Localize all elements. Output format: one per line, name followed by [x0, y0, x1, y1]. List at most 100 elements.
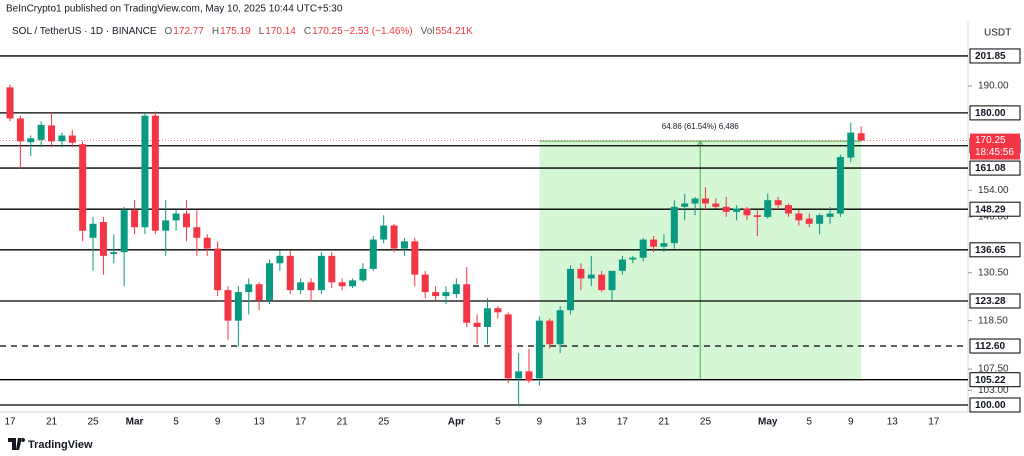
candle-body	[463, 284, 471, 323]
level-box	[969, 397, 1021, 413]
last-price-box	[970, 133, 1020, 160]
level-label: 136.65	[975, 245, 1006, 256]
x-tick-label: 9	[537, 417, 543, 428]
level-label: 148.29	[975, 204, 1006, 215]
legend-label: L	[259, 26, 265, 37]
candle-body	[317, 255, 325, 291]
level-box	[969, 293, 1021, 309]
candle-body	[286, 255, 294, 291]
candle-body	[151, 115, 159, 231]
x-tick-label: Apr	[448, 417, 465, 428]
candle-body	[722, 206, 730, 212]
x-tick-label: 13	[575, 417, 587, 428]
symbol-title: SOL / TetherUS · 1D · BINANCE	[12, 26, 157, 37]
candle-body	[245, 284, 253, 293]
candle-body	[598, 274, 606, 291]
candle-body	[338, 282, 346, 287]
candle-body	[6, 87, 14, 119]
legend-value: 170.25	[312, 26, 343, 37]
candle-body	[577, 268, 585, 279]
candle-body	[504, 314, 512, 379]
candle-body	[328, 255, 336, 283]
candle-body	[266, 263, 273, 301]
candle-body	[411, 241, 419, 275]
x-tick-label: 17	[617, 417, 629, 428]
legend-value: 172.77	[173, 26, 204, 37]
candle-body	[826, 213, 834, 217]
x-tick-label: 5	[806, 417, 812, 428]
legend: SOL / TetherUS · 1D · BINANCE O172.77 H175…	[12, 26, 473, 37]
publisher: BeInCrypto1 published on TradingView.com…	[6, 4, 343, 15]
candle-body	[120, 210, 128, 253]
x-tick-label: 17	[4, 417, 16, 428]
candle-body	[68, 135, 76, 143]
level-box	[969, 242, 1021, 258]
x-tick-label: 9	[215, 417, 221, 428]
candle-body	[276, 255, 284, 264]
candle-body	[660, 243, 668, 247]
level-label: 100.00	[975, 400, 1006, 411]
candle-body	[629, 257, 637, 260]
candle-body	[432, 292, 440, 297]
candle-body	[224, 290, 232, 321]
candle-body	[58, 135, 66, 142]
x-tick-label: 25	[87, 417, 99, 428]
x-tick-label: 13	[887, 417, 899, 428]
candle-body	[681, 203, 689, 207]
candle-body	[141, 115, 149, 228]
candle-body	[442, 292, 450, 297]
level-label: 123.28	[975, 296, 1006, 307]
candle-body	[37, 124, 45, 140]
logo-text: TradingView	[28, 439, 93, 451]
candle-body	[764, 200, 772, 217]
candle-body	[182, 213, 190, 228]
candle-body	[110, 252, 118, 255]
x-tick-label: 21	[337, 417, 349, 428]
measure-label: 64.86 (61.54%) 6,486	[662, 122, 739, 131]
countdown: 18:45:56	[975, 147, 1014, 158]
candle-body	[16, 118, 24, 142]
legend-label: H	[212, 26, 219, 37]
candle-body	[349, 280, 357, 287]
candle-body	[785, 205, 792, 214]
x-tick-label: Mar	[126, 417, 144, 428]
candle-body	[79, 144, 87, 231]
candle-body	[795, 213, 803, 221]
candle-body	[650, 239, 658, 247]
candle-body	[701, 198, 709, 204]
candle-body	[421, 274, 429, 293]
candle-body	[639, 239, 647, 258]
candle-body	[473, 322, 481, 327]
legend-label: O	[165, 26, 173, 37]
y-tick-label: 118.50	[978, 315, 1008, 326]
legend-value: 554.21K	[436, 26, 474, 37]
x-tick-label: 9	[848, 417, 854, 428]
candle-body	[193, 227, 201, 238]
y-tick-label: 146.00	[978, 212, 1009, 223]
candle-body	[836, 157, 844, 214]
candle-body	[27, 138, 35, 143]
candle-body	[753, 215, 761, 217]
candle-body	[255, 284, 263, 301]
candle-body	[733, 208, 741, 212]
candle-body	[857, 133, 865, 141]
level-label: 161.08	[975, 163, 1006, 174]
candle-body	[369, 239, 377, 269]
y-tick-label: 190.00	[978, 81, 1009, 92]
level-label: 105.22	[975, 375, 1006, 386]
x-tick-label: 25	[378, 417, 390, 428]
candle-body	[494, 308, 502, 313]
legend-value: 170.14	[265, 26, 296, 37]
level-box	[969, 48, 1021, 64]
candle-body	[89, 223, 97, 238]
candle-body	[546, 320, 554, 345]
x-tick-label: 5	[173, 417, 179, 428]
candle-body	[99, 222, 107, 256]
x-tick-label: 21	[46, 417, 58, 428]
candle-body	[556, 310, 564, 345]
y-tick-label: 154.00	[978, 185, 1009, 196]
legend-label: Vol	[421, 26, 435, 37]
candle-body	[567, 268, 575, 311]
